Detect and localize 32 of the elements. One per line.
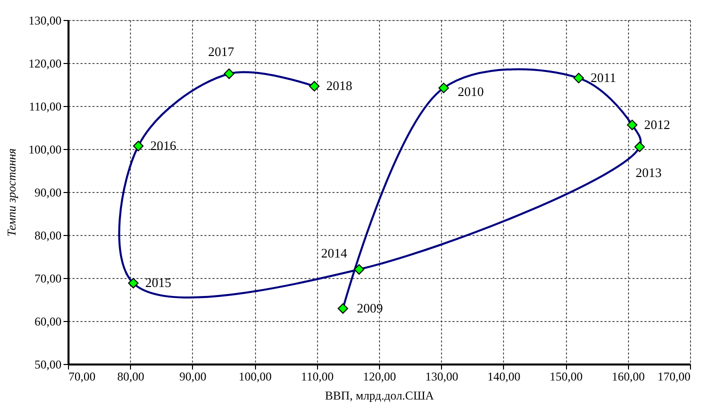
x-tick-label: 120,00	[363, 370, 396, 384]
annotation: 2010	[458, 84, 484, 99]
x-tick-label: 90,00	[179, 370, 206, 384]
y-tick-label: 110,00	[28, 100, 62, 114]
x-axis-title: ВВП, млрд.дол.США	[325, 388, 434, 402]
x-tick-label: 170,00	[658, 370, 690, 384]
annotation: 2017	[208, 44, 235, 59]
y-tick-label: 120,00	[28, 56, 62, 70]
y-axis-title: Темпи зростання	[4, 148, 18, 237]
x-tick-label: 110,00	[301, 370, 334, 384]
y-tick-label: 100,00	[28, 142, 62, 156]
y-tick-label: 70,00	[34, 272, 62, 286]
x-tick-label: 70,00	[68, 370, 96, 384]
y-tick-label: 90,00	[34, 186, 62, 200]
annotation: 2014	[321, 245, 348, 260]
x-tick-label: 140,00	[487, 370, 520, 384]
annotation: 2012	[644, 116, 670, 132]
annotation: 2015	[145, 275, 172, 290]
annotation: 2011	[590, 70, 616, 86]
annotation: 2016	[150, 138, 177, 153]
annotation: 2013	[636, 164, 662, 180]
x-tick-label: 130,00	[425, 370, 458, 384]
y-tick-label: 50,00	[34, 358, 62, 372]
x-tick-label: 160,00	[612, 370, 645, 384]
x-tick-label: 80,00	[117, 370, 144, 384]
y-tick-label: 80,00	[34, 228, 62, 242]
annotation: 2018	[326, 78, 352, 94]
y-tick-label: 130,00	[28, 14, 62, 28]
x-tick-label: 100,00	[238, 370, 272, 384]
x-tick-label: 150,00	[550, 370, 583, 384]
annotation: 2009	[356, 300, 383, 316]
y-tick-label: 60,00	[34, 314, 62, 328]
